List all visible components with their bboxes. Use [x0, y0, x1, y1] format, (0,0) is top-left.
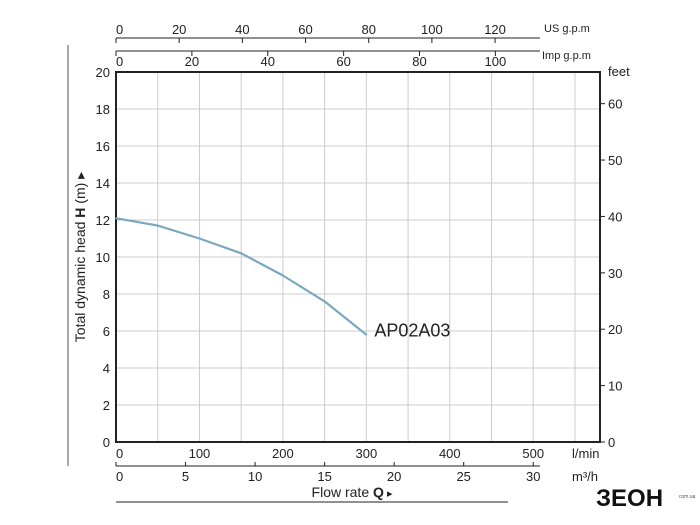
imp-tick-label: 60: [336, 54, 350, 69]
logo-text: ЗЕОН: [596, 485, 663, 512]
y-tick-label: 0: [103, 435, 110, 450]
m3h-tick-label: 0: [116, 469, 123, 484]
us-tick-label: 80: [361, 22, 375, 37]
feet-tick-label: 60: [608, 97, 622, 112]
data-point: [282, 274, 284, 277]
y-tick-label: 14: [96, 176, 110, 191]
y-title-bold: H: [72, 208, 88, 218]
imp-unit-label: Imp g.p.m: [542, 50, 591, 62]
feet-tick-label: 20: [608, 322, 622, 337]
m3h-tick-label: 20: [387, 469, 401, 484]
zeon-logo: ЗЕОН com.ua: [596, 485, 696, 512]
us-tick-label: 40: [235, 22, 249, 37]
grid-lines: [116, 72, 600, 442]
feet-tick-label: 10: [608, 379, 622, 394]
us-tick-label: 120: [484, 22, 506, 37]
imp-tick-label: 80: [412, 54, 426, 69]
us-tick-label: 20: [172, 22, 186, 37]
y-tick-label: 16: [96, 139, 110, 154]
x-title-bold: Q: [373, 484, 384, 500]
m3h-tick-label: 25: [456, 469, 470, 484]
m3h-tick-label: 10: [248, 469, 262, 484]
y-tick-label: 10: [96, 250, 110, 265]
data-point: [115, 217, 117, 219]
data-point: [198, 237, 201, 240]
y-tick-label: 8: [103, 287, 110, 302]
m3h-tick-label: 30: [526, 469, 540, 484]
feet-tick-label: 50: [608, 153, 622, 168]
x-title-arrow: ▸: [384, 488, 393, 500]
x-axis-title: Flow rate Q ▸: [312, 484, 393, 500]
axes: [67, 37, 605, 503]
y-tick-label: 4: [103, 361, 110, 376]
logo-sub: com.ua: [679, 494, 696, 500]
x-tick-label: 300: [355, 446, 377, 461]
y-title-prefix: Total dynamic head: [72, 218, 88, 343]
us-tick-label: 100: [421, 22, 443, 37]
m3h-tick-label: 15: [317, 469, 331, 484]
imp-tick-label: 20: [185, 54, 199, 69]
y-tick-label: 20: [96, 65, 110, 80]
x-tick-label: 500: [522, 446, 544, 461]
feet-tick-label: 0: [608, 435, 615, 450]
feet-unit-label: feet: [608, 64, 630, 79]
y-tick-label: 6: [103, 324, 110, 339]
m3h-unit-label: m³/h: [572, 469, 598, 484]
series-layer: AP02A03: [115, 217, 450, 341]
x-unit-label: l/min: [572, 446, 599, 461]
y-title-suffix: (m) ▸: [72, 172, 88, 208]
imp-tick-label: 40: [261, 54, 275, 69]
x-tick-label: 400: [439, 446, 461, 461]
m3h-tick-label: 5: [182, 469, 189, 484]
x-tick-label: 100: [189, 446, 211, 461]
x-tick-label: 200: [272, 446, 294, 461]
imp-tick-label: 0: [116, 54, 123, 69]
plot-frame: [115, 71, 601, 443]
x-tick-label: 0: [116, 446, 123, 461]
x-title-prefix: Flow rate: [312, 484, 373, 500]
y-axis-title: Total dynamic head H (m) ▸: [72, 172, 88, 342]
us-unit-label: US g.p.m: [544, 23, 590, 35]
data-point: [365, 333, 368, 336]
y-tick-label: 2: [103, 398, 110, 413]
feet-tick-label: 30: [608, 266, 622, 281]
data-point: [240, 252, 242, 255]
axis-titles: Total dynamic head H (m) ▸ Flow rate Q ▸: [72, 172, 393, 500]
us-tick-label: 0: [116, 22, 123, 37]
y-tick-label: 12: [96, 213, 110, 228]
data-point: [323, 300, 326, 303]
y-tick-label: 18: [96, 102, 110, 117]
feet-tick-label: 40: [608, 209, 622, 224]
series-label: AP02A03: [374, 321, 450, 341]
us-tick-label: 60: [298, 22, 312, 37]
imp-tick-label: 100: [485, 54, 507, 69]
data-point: [156, 224, 159, 227]
